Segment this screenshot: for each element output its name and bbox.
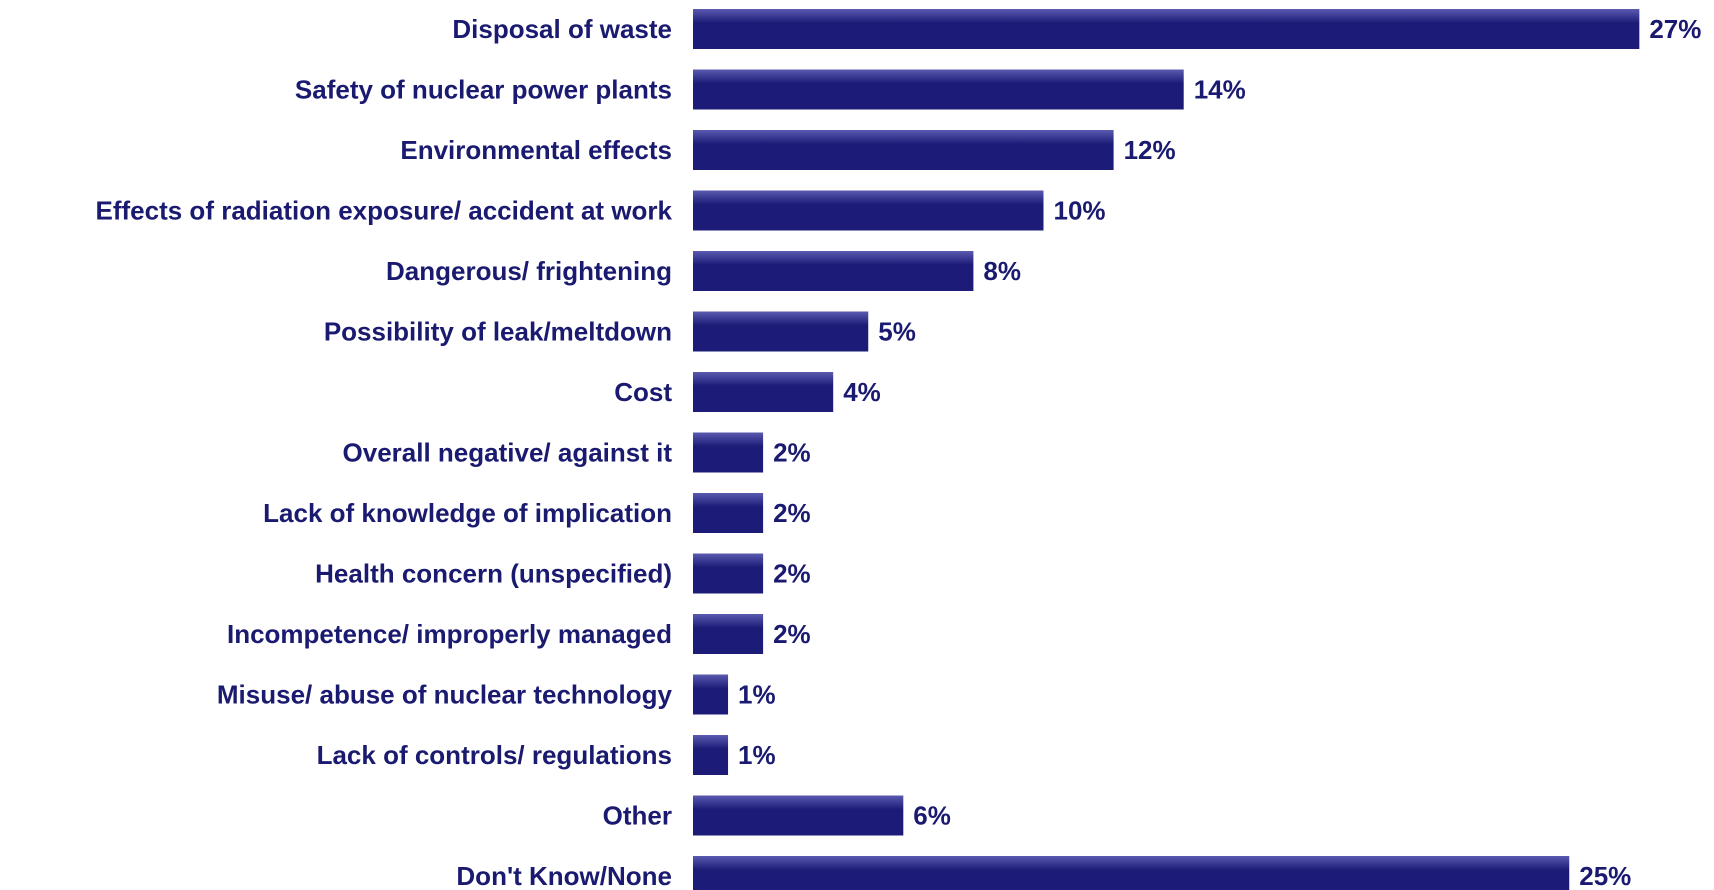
bar-1 [693, 69, 1184, 110]
category-label: Cost [614, 377, 672, 407]
bar-3 [693, 190, 1044, 231]
category-label: Disposal of waste [452, 14, 672, 44]
bar-4 [693, 251, 974, 291]
category-label: Safety of nuclear power plants [295, 75, 672, 105]
value-label: 27% [1649, 14, 1701, 44]
value-label: 12% [1124, 135, 1176, 165]
category-label: Possibility of leak/meltdown [324, 317, 672, 347]
value-label: 2% [773, 619, 811, 649]
category-label: Lack of controls/ regulations [317, 740, 672, 770]
bar-0 [693, 9, 1640, 49]
value-label: 14% [1194, 75, 1246, 105]
category-label: Effects of radiation exposure/ accident … [96, 196, 673, 226]
value-label: 10% [1054, 196, 1106, 226]
bars-group [693, 9, 1640, 890]
value-label: 1% [738, 680, 776, 710]
value-label: 1% [738, 740, 776, 770]
category-label: Environmental effects [400, 135, 672, 165]
bar-14 [693, 856, 1570, 890]
bar-11 [693, 674, 729, 715]
category-label: Misuse/ abuse of nuclear technology [217, 680, 673, 710]
bar-6 [693, 372, 834, 412]
bar-9 [693, 553, 764, 594]
value-label: 25% [1579, 861, 1631, 890]
value-label: 2% [773, 559, 811, 589]
value-label: 2% [773, 438, 811, 468]
category-label: Lack of knowledge of implication [263, 498, 672, 528]
bar-12 [693, 735, 729, 775]
value-labels: 27% 14% 12% 10% 8% 5% 4% 2% 2% 2% 2% 1% 1% 6% 25% [738, 14, 1701, 890]
category-label: Dangerous/ frightening [386, 256, 672, 286]
bar-13 [693, 795, 904, 836]
value-label: 6% [913, 801, 951, 831]
category-label: Health concern (unspecified) [315, 559, 672, 589]
bar-2 [693, 130, 1114, 170]
category-labels: Disposal of waste Safety of nuclear power… [96, 14, 673, 890]
value-label: 4% [843, 377, 881, 407]
category-label: Incompetence/ improperly managed [227, 619, 672, 649]
category-label: Overall negative/ against it [343, 438, 673, 468]
bar-5 [693, 311, 869, 352]
bar-7 [693, 432, 764, 473]
value-label: 8% [983, 256, 1021, 286]
bar-8 [693, 493, 764, 533]
value-label: 2% [773, 498, 811, 528]
category-label: Other [603, 801, 672, 831]
category-label: Don't Know/None [456, 861, 672, 890]
value-label: 5% [878, 317, 916, 347]
bar-10 [693, 614, 764, 654]
